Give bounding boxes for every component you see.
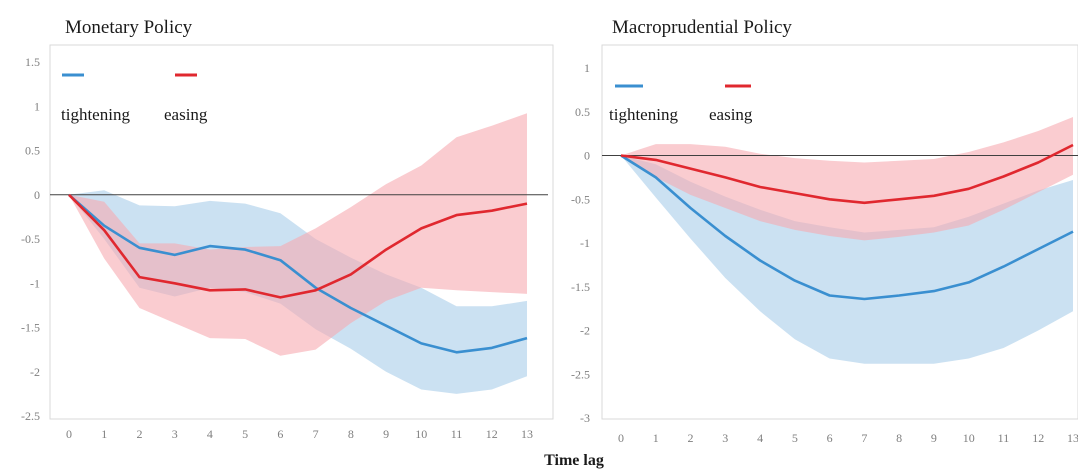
x-tick-label: 7 [861,431,867,445]
x-tick-label: 5 [242,427,248,441]
x-tick-label: 5 [792,431,798,445]
x-tick-label: 10 [415,427,427,441]
monetary-bands [69,113,527,394]
monetary-policy-title: Monetary Policy [65,17,193,38]
y-tick-label: -2 [30,365,40,379]
y-tick-label: -2.5 [571,367,590,381]
monetary-x-axis: 0 1 2 3 4 5 6 7 8 9 10 11 12 13 [66,427,533,441]
x-tick-label: 13 [1067,431,1078,445]
macroprudential-plot-frame [601,44,1078,420]
y-tick-label: -1 [580,236,590,250]
x-tick-label: 9 [383,427,389,441]
macroprudential-y-axis: 1 0.5 0 -0.5 -1 -1.5 -2 -2.5 -3 [571,61,590,425]
x-tick-label: 8 [348,427,354,441]
x-tick-label: 0 [618,431,624,445]
y-tick-label: 1 [584,61,590,75]
legend-easing-label: easing [709,105,753,124]
y-tick-label: 0.5 [575,105,590,119]
x-tick-label: 4 [757,431,763,445]
legend-tightening-label: tightening [61,105,130,124]
y-tick-label: 0 [584,149,590,163]
x-tick-label: 4 [207,427,213,441]
y-tick-label: -0.5 [21,232,40,246]
tightening-series-line [68,193,528,354]
x-tick-label: 0 [66,427,72,441]
macroprudential-x-axis: 0 1 2 3 4 5 6 7 8 9 10 11 12 13 [618,431,1078,445]
y-tick-label: -1.5 [571,280,590,294]
x-tick-label: 3 [722,431,728,445]
x-tick-label: 7 [313,427,319,441]
x-tick-label: 8 [896,431,902,445]
x-tick-label: 12 [486,427,498,441]
x-tick-label: 9 [931,431,937,445]
y-tick-label: 1 [34,99,40,113]
legend-tightening-label: tightening [609,105,678,124]
y-tick-label: -1 [30,276,40,290]
macroprudential-lines [620,143,1074,301]
x-tick-label: 12 [1032,431,1044,445]
easing-series-line [68,193,528,299]
monetary-y-axis: 1.5 1 0.5 0 -0.5 -1 -1.5 -2 -2.5 [21,55,40,423]
x-axis-title: Time lag [544,452,604,469]
macroprudential-policy-panel: Macroprudential Policy 1 0.5 0 -0.5 -1 -1.5 -2… [571,17,1078,445]
monetary-plot-frame [49,44,554,420]
y-tick-label: 0.5 [25,144,40,158]
x-tick-label: 11 [451,427,463,441]
x-tick-label: 6 [827,431,833,445]
tightening-series-line [620,154,1074,301]
y-tick-label: -1.5 [21,321,40,335]
x-tick-label: 1 [653,431,659,445]
y-tick-label: 1.5 [25,55,40,69]
y-tick-label: -0.5 [571,192,590,206]
y-tick-label: 0 [34,188,40,202]
y-tick-label: -3 [580,411,590,425]
x-tick-label: 10 [963,431,975,445]
x-tick-label: 11 [998,431,1010,445]
legend-easing-label: easing [164,105,208,124]
macroprudential-legend: tightening easing [609,84,753,124]
monetary-lines [68,193,528,354]
y-tick-label: -2 [580,324,590,338]
x-tick-label: 2 [688,431,694,445]
macroprudential-bands [621,117,1073,364]
y-tick-label: -2.5 [21,409,40,423]
monetary-legend: tightening easing [61,73,208,124]
macroprudential-policy-title: Macroprudential Policy [612,17,792,38]
monetary-policy-panel: Monetary Policy 1.5 1 0.5 0 -0.5 -1 -1.5 -2 -2.5… [21,17,554,441]
x-tick-label: 3 [172,427,178,441]
x-tick-label: 6 [277,427,283,441]
x-tick-label: 2 [136,427,142,441]
x-tick-label: 13 [521,427,533,441]
easing-confidence-band [621,117,1073,241]
easing-series-line [620,143,1074,205]
easing-confidence-band [69,113,527,356]
x-tick-label: 1 [101,427,107,441]
